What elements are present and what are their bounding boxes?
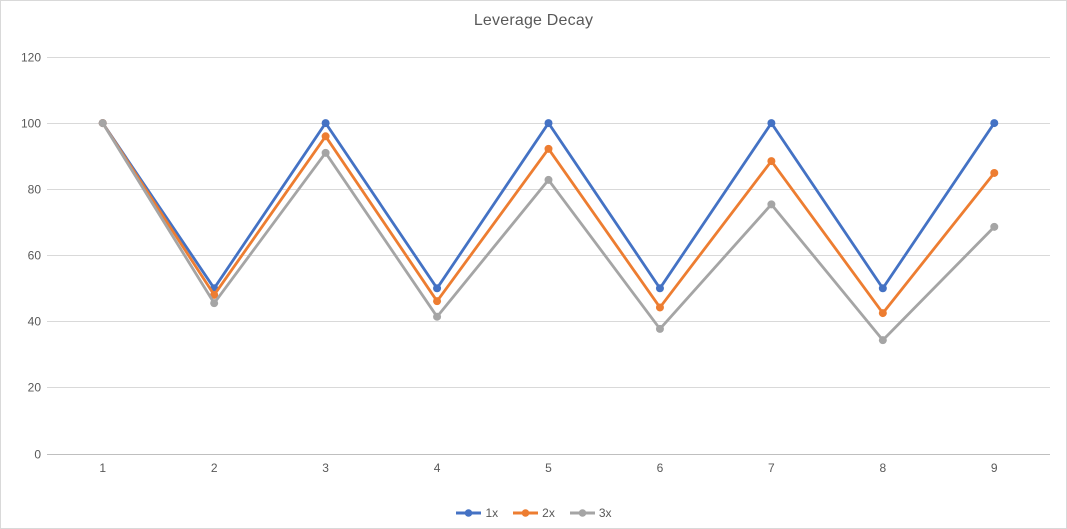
x-tick-label: 8: [879, 461, 886, 475]
series-marker-3x: [98, 119, 107, 128]
series-marker-3x: [210, 299, 219, 308]
y-tick-label: 120: [21, 51, 41, 65]
series-marker-3x: [767, 200, 776, 209]
series-marker-2x: [655, 303, 664, 312]
legend-dot: [521, 509, 530, 517]
y-tick-label: 80: [28, 183, 42, 197]
legend-dot: [578, 509, 587, 517]
legend-label: 2x: [542, 506, 555, 520]
legend-marker-icon: [456, 509, 482, 517]
x-tick-label: 9: [991, 461, 998, 475]
series-marker-2x: [210, 290, 219, 299]
series-marker-1x: [878, 284, 887, 293]
x-tick-label: 7: [768, 461, 775, 475]
x-tick-label: 4: [434, 461, 441, 475]
y-tick-label: 60: [28, 249, 42, 263]
series-marker-1x: [321, 119, 330, 128]
series-marker-1x: [544, 119, 553, 128]
series-marker-2x: [767, 157, 776, 166]
y-tick-label: 0: [34, 448, 41, 462]
y-tick-label: 100: [21, 117, 41, 131]
legend-label: 1x: [485, 506, 499, 520]
series-marker-2x: [544, 144, 553, 153]
chart-title: Leverage Decay: [473, 12, 594, 29]
series-marker-2x: [990, 168, 999, 177]
legend-dot: [465, 509, 473, 517]
series-marker-3x: [655, 324, 664, 333]
series-marker-2x: [433, 297, 442, 306]
series-marker-1x: [433, 284, 442, 293]
legend-marker-icon: [513, 509, 539, 517]
y-tick-label: 20: [28, 381, 42, 395]
legend-item-1x[interactable]: 1x: [455, 507, 498, 519]
x-tick-label: 3: [322, 461, 329, 475]
series-marker-3x: [433, 312, 442, 321]
x-tick-label: 5: [545, 461, 552, 475]
legend-label: 3x: [598, 506, 612, 520]
x-tick-label: 1: [99, 461, 106, 475]
series-marker-1x: [990, 119, 999, 128]
x-tick-label: 2: [211, 461, 218, 475]
series-marker-1x: [767, 119, 776, 128]
series-marker-3x: [878, 336, 887, 345]
legend-item-3x[interactable]: 3x: [569, 507, 612, 519]
legend-marker-icon: [569, 509, 595, 517]
series-marker-2x: [321, 132, 330, 141]
series-marker-2x: [878, 309, 887, 318]
series-line-3x[interactable]: [101, 121, 996, 342]
legend: 1x 2x 3x: [1, 507, 1066, 519]
series-marker-3x: [990, 222, 999, 231]
series-marker-3x: [321, 148, 330, 157]
series-marker-1x: [655, 284, 664, 293]
series-marker-3x: [544, 175, 553, 184]
x-tick-label: 6: [657, 461, 664, 475]
legend-item-2x[interactable]: 2x: [512, 507, 555, 519]
y-tick-label: 40: [28, 315, 42, 329]
